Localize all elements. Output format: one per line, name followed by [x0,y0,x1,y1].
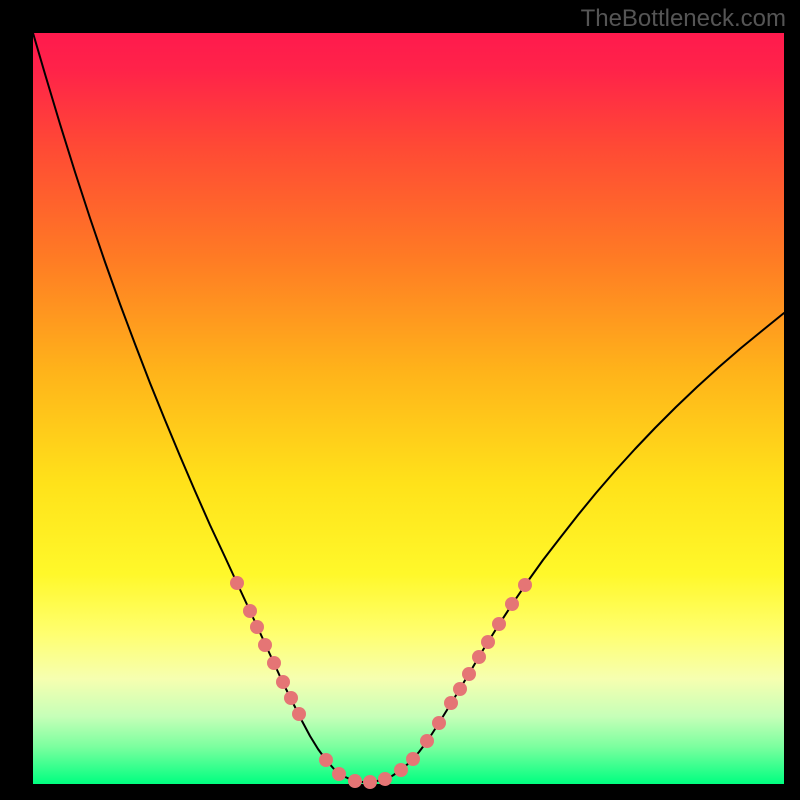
data-marker [250,620,264,634]
watermark-label: TheBottleneck.com [581,5,786,33]
data-marker [394,763,408,777]
data-markers [230,576,532,789]
data-marker [332,767,346,781]
data-marker [518,578,532,592]
data-marker [348,774,362,788]
chart-svg [33,33,784,784]
data-marker [276,675,290,689]
data-marker [319,753,333,767]
data-marker [230,576,244,590]
data-marker [378,772,392,786]
data-marker [292,707,306,721]
data-marker [492,617,506,631]
data-marker [453,682,467,696]
plot-area [33,33,784,784]
data-marker [243,604,257,618]
data-marker [481,635,495,649]
data-marker [462,667,476,681]
data-marker [363,775,377,789]
chart-root: { "watermark": { "text": "TheBottleneck.… [0,0,800,800]
data-marker [505,597,519,611]
data-marker [472,650,486,664]
data-marker [432,716,446,730]
data-marker [267,656,281,670]
data-marker [444,696,458,710]
data-marker [284,691,298,705]
data-marker [258,638,272,652]
data-marker [406,752,420,766]
bottleneck-curve [33,33,784,782]
data-marker [420,734,434,748]
